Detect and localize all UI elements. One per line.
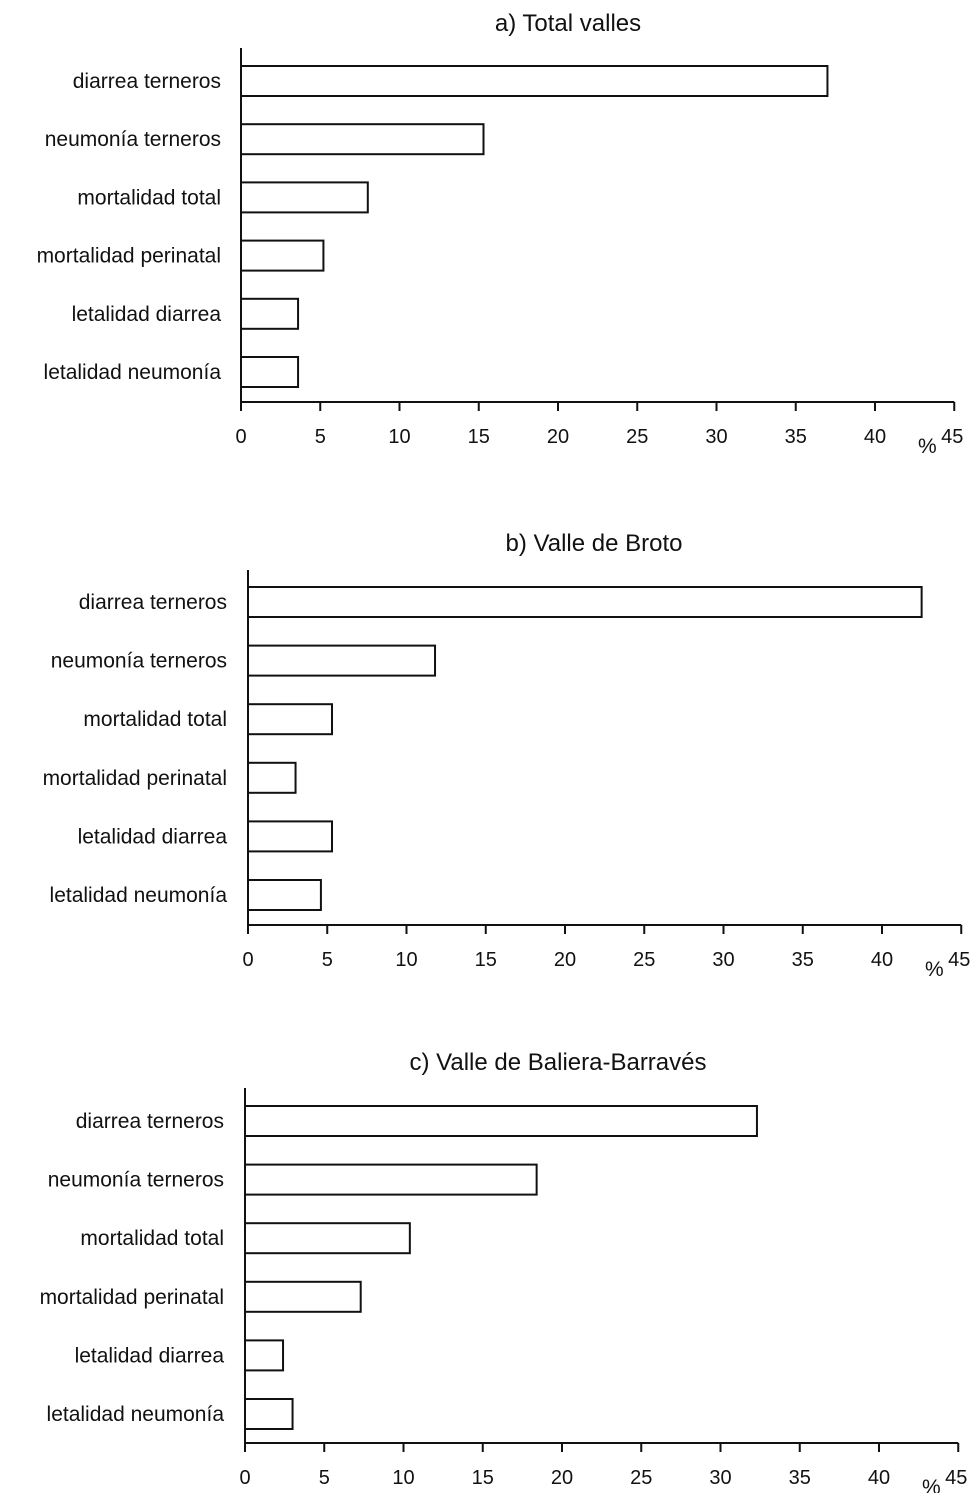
x-tick-label: 20 [551, 1467, 573, 1489]
bar-0 [244, 1105, 758, 1137]
x-axis-unit-label: % [922, 1476, 941, 1493]
x-tick-label: 40 [868, 1467, 890, 1489]
chart-title: c) Valle de Baliera-Barravés [409, 1049, 706, 1076]
bar-2 [244, 1222, 411, 1255]
category-label: letalidad neumonía [47, 1403, 225, 1426]
bar-1 [247, 644, 437, 677]
bar-0 [247, 586, 923, 618]
bar-5 [240, 356, 300, 388]
bar-4 [247, 820, 334, 853]
x-tick-label: 15 [475, 949, 497, 971]
x-tick-label: 15 [468, 426, 490, 448]
x-tick-label: 25 [626, 426, 648, 448]
category-label: letalidad diarrea [75, 1344, 225, 1367]
category-label: mortalidad perinatal [37, 245, 221, 268]
x-tick-label: 25 [630, 1467, 652, 1489]
x-tick-label: 10 [392, 1467, 414, 1489]
x-tick-label: 40 [871, 949, 893, 971]
x-tick-label: 40 [864, 426, 886, 448]
bar-3 [244, 1280, 362, 1313]
x-tick-label: 15 [472, 1467, 494, 1489]
category-label: diarrea terneros [76, 1110, 224, 1133]
x-tick-label: 0 [242, 949, 253, 971]
bar-2 [247, 703, 334, 736]
category-label: neumonía terneros [45, 128, 221, 151]
bar-2 [240, 181, 369, 214]
x-tick-label: 30 [709, 1467, 731, 1489]
x-tick-label: 0 [239, 1467, 250, 1489]
x-tick-label: 25 [633, 949, 655, 971]
x-tick-label: 35 [785, 426, 807, 448]
category-label: mortalidad total [77, 186, 221, 209]
category-label: letalidad diarrea [78, 825, 228, 848]
category-label: diarrea terneros [79, 591, 227, 614]
x-tick-label: 10 [395, 949, 417, 971]
bar-5 [247, 879, 322, 911]
x-tick-label: 20 [554, 949, 576, 971]
x-tick-label: 30 [712, 949, 734, 971]
bar-1 [244, 1163, 538, 1196]
x-tick-label: 30 [705, 426, 727, 448]
chart-title: b) Valle de Broto [506, 530, 683, 557]
chart-title: a) Total valles [495, 10, 641, 37]
x-tick-label: 5 [322, 949, 333, 971]
bar-4 [240, 297, 300, 330]
x-tick-label: 35 [792, 949, 814, 971]
x-tick-label: 45 [948, 949, 970, 971]
x-axis-unit-label: % [925, 958, 944, 981]
bar-0 [240, 65, 829, 97]
x-tick-label: 45 [941, 426, 963, 448]
category-label: letalidad neumonía [44, 361, 222, 384]
bar-1 [240, 123, 485, 156]
x-tick-label: 5 [319, 1467, 330, 1489]
bar-3 [240, 239, 325, 272]
category-label: mortalidad perinatal [43, 767, 227, 790]
category-label: neumonía terneros [48, 1169, 224, 1192]
category-label: mortalidad total [83, 708, 227, 731]
x-tick-label: 20 [547, 426, 569, 448]
x-tick-label: 10 [388, 426, 410, 448]
category-label: letalidad neumonía [50, 884, 228, 907]
category-label: mortalidad perinatal [40, 1286, 224, 1309]
x-tick-label: 35 [789, 1467, 811, 1489]
bar-3 [247, 761, 297, 794]
category-label: letalidad diarrea [72, 303, 222, 326]
category-label: mortalidad total [80, 1227, 224, 1250]
category-label: neumonía terneros [51, 650, 227, 673]
x-tick-label: 0 [235, 426, 246, 448]
x-axis-unit-label: % [918, 435, 937, 458]
x-tick-label: 45 [945, 1467, 967, 1489]
category-label: diarrea terneros [73, 70, 221, 93]
x-tick-label: 5 [315, 426, 326, 448]
bar-4 [244, 1339, 285, 1372]
bar-5 [244, 1398, 294, 1430]
